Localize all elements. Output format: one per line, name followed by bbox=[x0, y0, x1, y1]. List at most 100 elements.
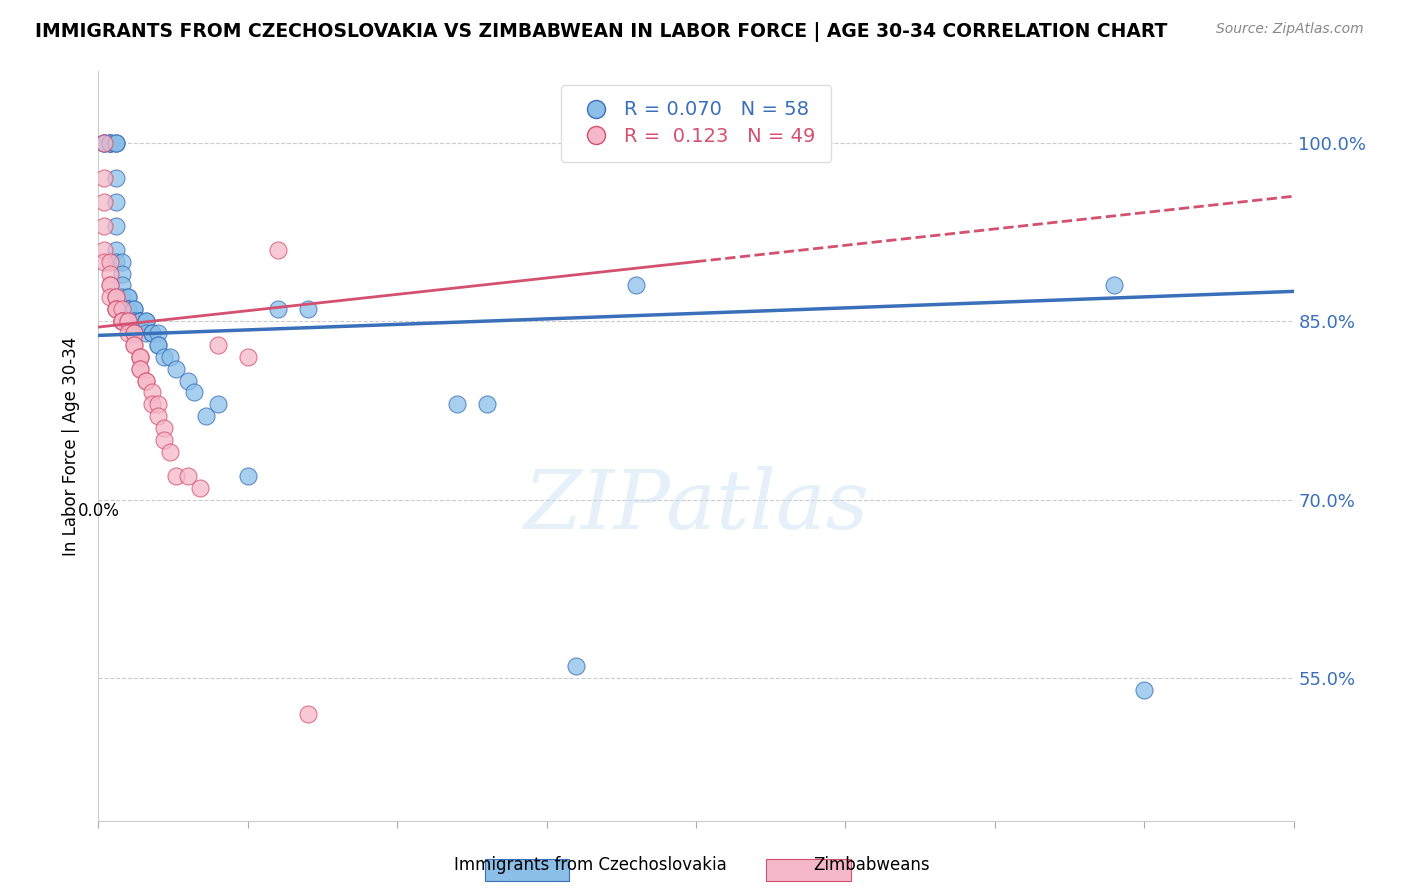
Point bbox=[141, 326, 163, 340]
Point bbox=[124, 314, 146, 328]
Point bbox=[135, 374, 157, 388]
Point bbox=[124, 314, 146, 328]
Point bbox=[105, 136, 128, 150]
Point bbox=[135, 326, 157, 340]
Point bbox=[105, 243, 128, 257]
Point bbox=[165, 468, 187, 483]
Point bbox=[124, 302, 146, 317]
Point bbox=[93, 136, 115, 150]
Point bbox=[93, 136, 115, 150]
Point bbox=[98, 136, 122, 150]
Point bbox=[267, 243, 290, 257]
Point bbox=[93, 136, 115, 150]
Point bbox=[148, 397, 170, 411]
Point bbox=[111, 267, 134, 281]
Point bbox=[135, 314, 157, 328]
Point bbox=[148, 409, 170, 424]
Point bbox=[177, 374, 200, 388]
Point bbox=[105, 290, 128, 304]
Point bbox=[129, 314, 152, 328]
Point bbox=[565, 659, 588, 673]
Point bbox=[129, 350, 152, 364]
Point bbox=[124, 326, 146, 340]
Point bbox=[207, 338, 229, 352]
Point bbox=[98, 136, 122, 150]
Point bbox=[105, 136, 128, 150]
Point bbox=[93, 171, 115, 186]
Point bbox=[111, 278, 134, 293]
Point bbox=[124, 326, 146, 340]
Text: 0.0%: 0.0% bbox=[77, 502, 120, 520]
Point bbox=[153, 350, 176, 364]
Point bbox=[153, 421, 176, 435]
Point bbox=[105, 254, 128, 268]
Point bbox=[148, 338, 170, 352]
Point bbox=[117, 314, 139, 328]
Point bbox=[129, 350, 152, 364]
Point bbox=[111, 314, 134, 328]
Point bbox=[165, 361, 187, 376]
Point bbox=[129, 314, 152, 328]
Point bbox=[153, 433, 176, 447]
Point bbox=[626, 278, 648, 293]
Text: Immigrants from Czechoslovakia: Immigrants from Czechoslovakia bbox=[454, 856, 727, 874]
Point bbox=[1104, 278, 1126, 293]
Text: Zimbabweans: Zimbabweans bbox=[814, 856, 929, 874]
Point bbox=[159, 350, 181, 364]
Point bbox=[129, 314, 152, 328]
Point bbox=[93, 136, 115, 150]
Y-axis label: In Labor Force | Age 30-34: In Labor Force | Age 30-34 bbox=[62, 336, 80, 556]
Point bbox=[117, 290, 139, 304]
Point bbox=[93, 254, 115, 268]
Point bbox=[183, 385, 205, 400]
Text: ZIPatlas: ZIPatlas bbox=[523, 466, 869, 546]
Point bbox=[129, 314, 152, 328]
Text: Source: ZipAtlas.com: Source: ZipAtlas.com bbox=[1216, 22, 1364, 37]
Point bbox=[124, 338, 146, 352]
Point bbox=[98, 290, 122, 304]
Point bbox=[93, 195, 115, 210]
Point bbox=[117, 302, 139, 317]
Point bbox=[188, 481, 211, 495]
Point bbox=[105, 136, 128, 150]
Point bbox=[111, 302, 134, 317]
Point bbox=[111, 314, 134, 328]
Point bbox=[297, 302, 319, 317]
Point bbox=[105, 290, 128, 304]
Point bbox=[129, 314, 152, 328]
Point bbox=[195, 409, 218, 424]
Point bbox=[141, 326, 163, 340]
Point bbox=[177, 468, 200, 483]
Text: IMMIGRANTS FROM CZECHOSLOVAKIA VS ZIMBABWEAN IN LABOR FORCE | AGE 30-34 CORRELAT: IMMIGRANTS FROM CZECHOSLOVAKIA VS ZIMBAB… bbox=[35, 22, 1167, 42]
Point bbox=[93, 219, 115, 233]
Point bbox=[148, 338, 170, 352]
Point bbox=[105, 171, 128, 186]
Legend: R = 0.070   N = 58, R =  0.123   N = 49: R = 0.070 N = 58, R = 0.123 N = 49 bbox=[561, 85, 831, 161]
Point bbox=[124, 302, 146, 317]
Point bbox=[129, 361, 152, 376]
Point bbox=[1133, 682, 1156, 697]
Point bbox=[98, 278, 122, 293]
Point bbox=[207, 397, 229, 411]
Point bbox=[117, 302, 139, 317]
Point bbox=[98, 267, 122, 281]
Point bbox=[111, 290, 134, 304]
Point bbox=[105, 302, 128, 317]
Point bbox=[236, 350, 259, 364]
Point bbox=[135, 314, 157, 328]
Point bbox=[117, 290, 139, 304]
Point bbox=[129, 361, 152, 376]
Point bbox=[105, 195, 128, 210]
Point bbox=[141, 385, 163, 400]
Point bbox=[159, 445, 181, 459]
Point bbox=[93, 243, 115, 257]
Point bbox=[267, 302, 290, 317]
Point bbox=[105, 302, 128, 317]
Point bbox=[446, 397, 468, 411]
Point bbox=[236, 468, 259, 483]
Point bbox=[111, 314, 134, 328]
Point bbox=[297, 706, 319, 721]
Point bbox=[111, 254, 134, 268]
Point bbox=[98, 254, 122, 268]
Point bbox=[124, 338, 146, 352]
